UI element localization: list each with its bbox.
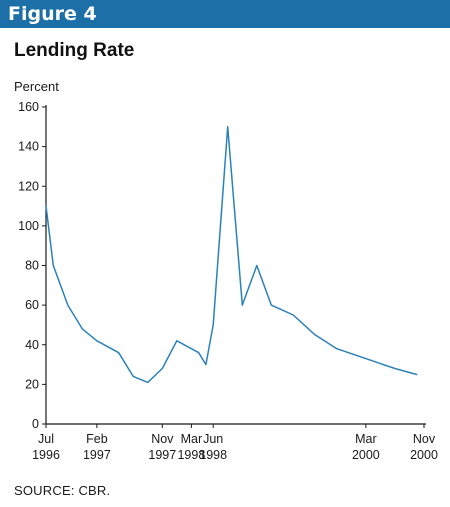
chart-axes	[45, 105, 426, 425]
y-tick-label: 20	[25, 377, 39, 391]
y-axis-ticks: 0 20 40 60 80 100 120 140 160	[18, 100, 46, 431]
x-tick-label-month: Jul	[38, 432, 54, 446]
y-tick-label: 120	[18, 179, 39, 193]
y-tick-label: 40	[25, 338, 39, 352]
x-tick-label-year: 2000	[410, 448, 438, 462]
x-tick-label-year: 2000	[352, 448, 380, 462]
x-tick-label-month: Nov	[413, 432, 436, 446]
chart-title: Lending Rate	[14, 40, 135, 61]
series-line	[45, 126, 418, 384]
series-group	[45, 126, 418, 384]
y-tick-label: 100	[18, 219, 39, 233]
x-tick-label-year: 1997	[83, 448, 111, 462]
y-tick-label: 80	[25, 259, 39, 273]
x-tick-label-year: 1997	[148, 448, 176, 462]
y-tick-label: 0	[32, 417, 39, 431]
y-tick-label: 140	[18, 140, 39, 154]
x-tick-label-year: 1996	[32, 448, 60, 462]
x-tick-label-year: 1998	[199, 448, 227, 462]
x-tick-label-month: Jun	[203, 432, 223, 446]
x-tick-label-year: 1998	[177, 448, 205, 462]
figure-label: Figure 4	[8, 3, 97, 25]
y-axis-label: Percent	[14, 79, 59, 94]
source-note: SOURCE: CBR.	[14, 483, 111, 498]
x-tick-label-month: Feb	[86, 432, 108, 446]
figure-banner: Figure 4	[0, 0, 450, 28]
y-tick-label: 160	[18, 100, 39, 114]
y-tick-label: 60	[25, 298, 39, 312]
x-tick-label-month: Mar	[355, 432, 377, 446]
x-axis-ticks: Jul 1996 Feb 1997 Nov 1997 Mar 1998 Jun 1998 Mar 20…	[32, 424, 438, 462]
x-tick-label-month: Mar	[181, 432, 203, 446]
x-tick-label-month: Nov	[151, 432, 174, 446]
